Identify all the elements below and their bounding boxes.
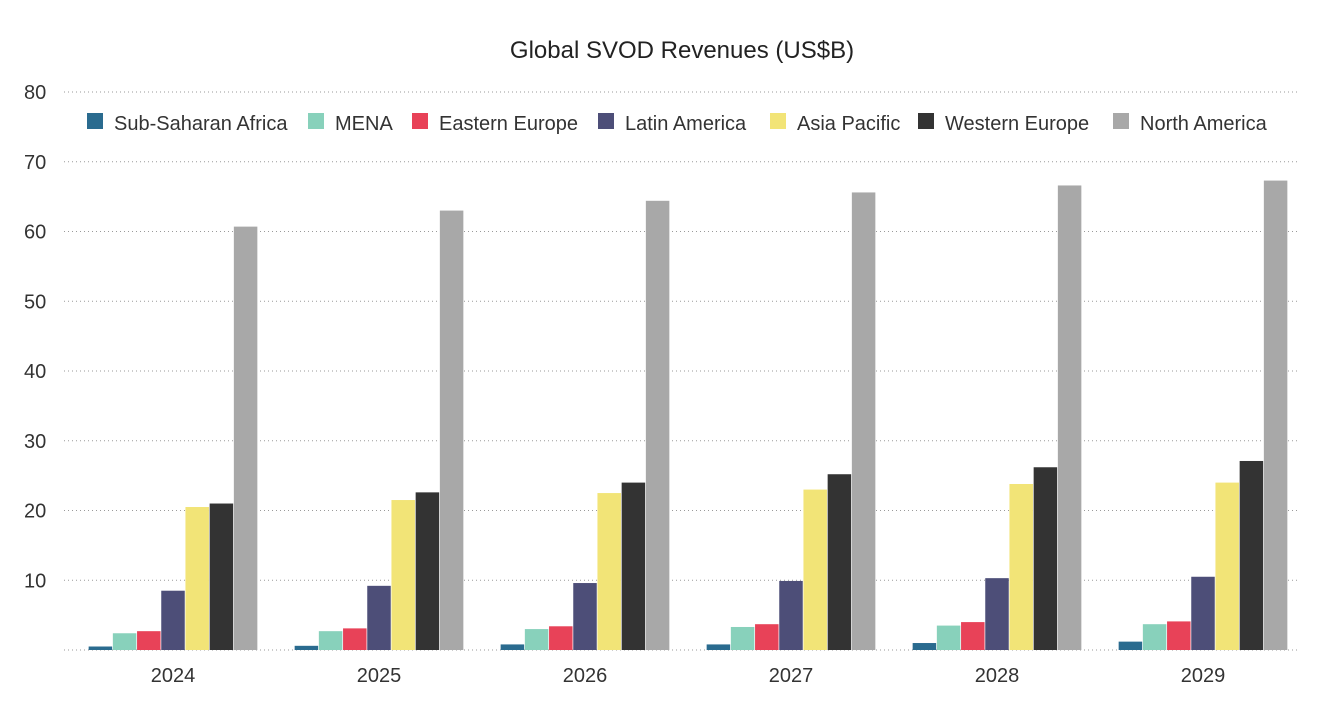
y-tick-label: 30 bbox=[24, 431, 46, 453]
legend-label: MENA bbox=[335, 113, 393, 135]
legend-swatch bbox=[918, 113, 934, 129]
y-tick-label: 70 bbox=[24, 152, 46, 174]
x-tick-label: 2029 bbox=[1181, 665, 1226, 687]
legend-label: Sub-Saharan Africa bbox=[114, 113, 288, 135]
legend-label: Western Europe bbox=[945, 113, 1089, 135]
y-tick-label: 20 bbox=[24, 501, 46, 523]
x-axis: 2024 2025 2026 2027 2028 2029 bbox=[151, 665, 1226, 687]
bar-asia-pacific-2025 bbox=[391, 500, 415, 650]
legend-label: Eastern Europe bbox=[439, 113, 578, 135]
legend-swatch bbox=[87, 113, 103, 129]
bar-latin-america-2027 bbox=[779, 580, 803, 650]
legend-swatch bbox=[1113, 113, 1129, 129]
y-tick-label: 50 bbox=[24, 291, 46, 313]
bar-sub-saharan-africa-2027 bbox=[706, 644, 731, 650]
bar-sub-saharan-africa-2024 bbox=[88, 646, 113, 650]
bar-mena-2028 bbox=[936, 625, 961, 650]
bar-western-europe-2028 bbox=[1033, 467, 1058, 650]
legend-label: Asia Pacific bbox=[797, 113, 900, 135]
legend: Sub-Saharan Africa MENA Eastern Europe Lati… bbox=[87, 113, 1268, 135]
bar-mena-2027 bbox=[730, 626, 755, 650]
bar-eastern-europe-2026 bbox=[549, 626, 573, 650]
legend-swatch bbox=[598, 113, 614, 129]
x-tick-label: 2026 bbox=[563, 665, 608, 687]
y-tick-label: 10 bbox=[24, 570, 46, 592]
legend-swatch bbox=[412, 113, 428, 129]
bar-western-europe-2026 bbox=[621, 482, 646, 650]
bar-asia-pacific-2028 bbox=[1009, 483, 1033, 650]
bar-eastern-europe-2029 bbox=[1167, 621, 1191, 650]
bar-asia-pacific-2024 bbox=[185, 507, 209, 650]
bar-western-europe-2024 bbox=[209, 503, 234, 650]
y-tick-label: 80 bbox=[24, 82, 46, 104]
bar-sub-saharan-africa-2025 bbox=[294, 645, 319, 650]
bar-eastern-europe-2027 bbox=[755, 624, 779, 650]
bar-mena-2029 bbox=[1142, 624, 1167, 650]
bar-asia-pacific-2029 bbox=[1215, 482, 1239, 650]
bar-latin-america-2028 bbox=[985, 578, 1009, 650]
y-axis: 10 20 30 40 50 60 70 80 bbox=[24, 82, 46, 592]
bar-western-europe-2025 bbox=[415, 492, 440, 650]
legend-label: Latin America bbox=[625, 113, 747, 135]
bar-mena-2024 bbox=[112, 633, 137, 650]
y-tick-label: 40 bbox=[24, 361, 46, 383]
bar-sub-saharan-africa-2028 bbox=[912, 643, 937, 650]
bar-western-europe-2029 bbox=[1239, 460, 1264, 650]
bar-north-america-2027 bbox=[851, 192, 876, 650]
bar-asia-pacific-2026 bbox=[597, 493, 621, 650]
bar-latin-america-2025 bbox=[367, 585, 391, 650]
bar-sub-saharan-africa-2029 bbox=[1118, 641, 1143, 650]
legend-label: North America bbox=[1140, 113, 1268, 135]
bar-sub-saharan-africa-2026 bbox=[500, 644, 525, 650]
chart-title: Global SVOD Revenues (US$B) bbox=[510, 37, 854, 64]
legend-swatch bbox=[770, 113, 786, 129]
bar-eastern-europe-2024 bbox=[137, 631, 161, 650]
bar-eastern-europe-2028 bbox=[961, 622, 985, 650]
x-tick-label: 2028 bbox=[975, 665, 1020, 687]
bar-latin-america-2026 bbox=[573, 583, 597, 650]
bar-latin-america-2024 bbox=[161, 590, 185, 650]
bars bbox=[88, 180, 1288, 650]
bar-asia-pacific-2027 bbox=[803, 489, 827, 650]
x-tick-label: 2024 bbox=[151, 665, 196, 687]
legend-swatch bbox=[308, 113, 324, 129]
x-tick-label: 2025 bbox=[357, 665, 402, 687]
bar-north-america-2028 bbox=[1057, 185, 1082, 650]
bar-north-america-2026 bbox=[645, 200, 670, 650]
bar-western-europe-2027 bbox=[827, 474, 852, 650]
bar-latin-america-2029 bbox=[1191, 576, 1215, 650]
bar-north-america-2024 bbox=[233, 226, 258, 650]
y-tick-label: 60 bbox=[24, 222, 46, 244]
bar-eastern-europe-2025 bbox=[343, 628, 367, 650]
x-tick-label: 2027 bbox=[769, 665, 814, 687]
bar-mena-2025 bbox=[318, 631, 343, 650]
bar-north-america-2025 bbox=[439, 210, 464, 650]
bar-north-america-2029 bbox=[1263, 180, 1288, 650]
bar-mena-2026 bbox=[524, 629, 549, 650]
